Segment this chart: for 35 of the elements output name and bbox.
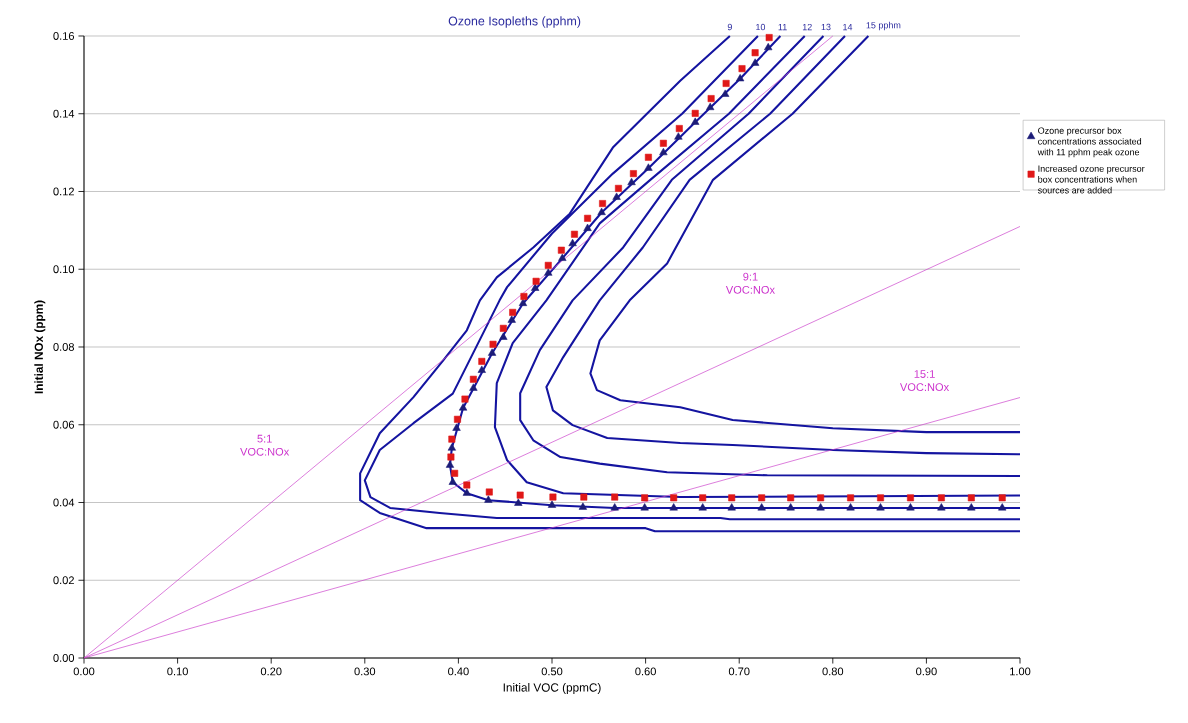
annotation: 9:1 VOC:NOx: [725, 272, 775, 294]
y-tick-label: 0.08: [53, 343, 74, 351]
x-tick-label: 0.30: [354, 667, 376, 676]
y-tick-label: 0.02: [53, 576, 74, 585]
annotation: 15:1 VOC:NOx: [899, 370, 950, 392]
series-label: 13: [821, 23, 831, 31]
y-axis-title: Initial NOx (ppm): [34, 300, 46, 394]
series-label: 12: [802, 23, 812, 31]
series-label: 14: [843, 24, 853, 31]
x-tick-label: 0.90: [916, 667, 937, 676]
x-tick-label: 0.50: [541, 667, 563, 676]
x-tick-label: 0.80: [822, 667, 844, 676]
series-label: 9: [727, 23, 732, 31]
series-label: 11: [778, 24, 787, 31]
series-label: 10: [756, 23, 766, 31]
x-tick-label: 0.10: [167, 667, 188, 676]
y-tick-label: 0.04: [53, 498, 75, 507]
x-tick-label: 0.60: [635, 667, 656, 676]
x-tick-label: 0.40: [448, 667, 469, 676]
x-tick-label: 1.00: [1010, 667, 1031, 676]
legend-label: Increased ozone precursor box concentrations when sources are added: [1037, 165, 1145, 194]
chart-title: Ozone Isopleths (pphm): [448, 16, 581, 28]
x-tick-label: 0.00: [73, 667, 95, 676]
y-tick-label: 0.00: [53, 654, 75, 662]
y-tick-label: 0.06: [53, 420, 74, 429]
y-tick-label: 0.10: [53, 265, 75, 274]
y-tick-label: 0.14: [53, 109, 75, 118]
y-tick-label: 0.12: [53, 187, 74, 196]
legend-label: Ozone precursor box concentrations associated with 11 pphm peak ozone: [1037, 127, 1142, 158]
series-label: 15 pphm: [866, 21, 901, 31]
x-axis-title: Initial VOC (ppmC): [503, 682, 601, 694]
x-tick-label: 0.20: [260, 667, 282, 676]
annotation: 5:1 VOC:NOx: [240, 434, 290, 456]
x-tick-label: 0.70: [728, 667, 750, 676]
y-tick-label: 0.16: [53, 32, 74, 40]
